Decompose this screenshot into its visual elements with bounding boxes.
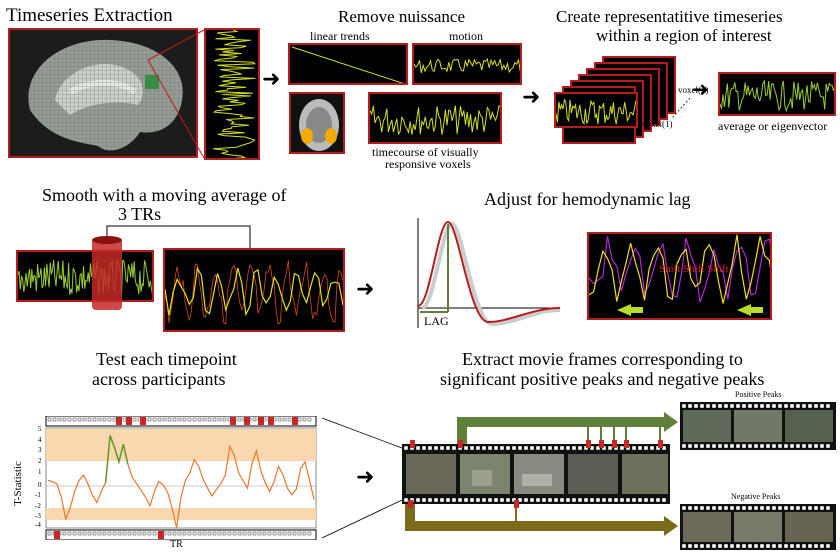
voxel-front-panel	[554, 92, 638, 128]
y-tick-label: -3	[35, 512, 41, 520]
raw-timeseries-trace	[212, 30, 256, 158]
roi-title-line1: Create representatitive timeseries	[556, 7, 783, 26]
brain-sagittal-image	[8, 28, 198, 158]
pre-smooth-panel	[16, 250, 154, 302]
movie-filmstrip	[402, 444, 670, 504]
extract-title-line1: Extract movie frames corresponding to	[462, 349, 743, 369]
linear-trends-panel	[288, 43, 408, 85]
y-tick-label: -4	[35, 521, 41, 529]
arrow-icon: ➜	[356, 464, 375, 489]
voxel-n-label: voxel(n)	[678, 85, 709, 95]
shift-label: Shift Shift Shift	[659, 263, 729, 275]
moving-window-cylinder	[92, 238, 122, 310]
negative-peaks-filmstrip	[680, 504, 836, 550]
roi-title-line2: within a region of interest	[596, 26, 772, 45]
hemodynamic-lag-title: Adjust for hemodynamic lag	[484, 189, 691, 209]
lag-label: LAG	[424, 314, 449, 328]
arrow-icon: ➜	[522, 84, 541, 109]
smooth-title-line1: Smooth with a moving average of	[42, 185, 287, 205]
timecourse-label-line2: responsive voxels	[385, 157, 471, 171]
test-title-line1: Test each timepoint	[96, 349, 237, 369]
positive-peaks-label: Positive Peaks	[735, 390, 782, 399]
positive-peaks-filmstrip	[680, 402, 836, 450]
smooth-title-line2: 3 TRs	[118, 204, 162, 224]
extract-title-line2: significant positive peaks and negative …	[440, 369, 765, 389]
x-axis-label: TR	[170, 539, 183, 550]
arrow-icon: ➜	[262, 66, 281, 91]
timecourse-label-line1: timecourse of visually	[372, 145, 479, 159]
arrow-icon: ➜	[692, 79, 709, 101]
linear-trends-label: linear trends	[310, 29, 370, 43]
remove-nuisance-title: Remove nuissance	[338, 7, 465, 26]
raw-timeseries-panel	[204, 28, 260, 160]
negative-peaks-label: Negative Peaks	[731, 492, 781, 501]
timeseries-extraction-title: Timeseries Extraction	[6, 5, 173, 26]
visual-timecourse-panel	[368, 92, 502, 144]
brain-axial-image	[289, 92, 345, 154]
y-tick-label: 4	[38, 436, 42, 444]
moving-window-cap	[92, 236, 122, 244]
y-tick-label: 0	[38, 481, 42, 489]
y-axis-label: T-Statistic	[11, 461, 24, 506]
average-label: average or eigenvector	[718, 119, 828, 133]
tstat-plot: 5 4 3 2 1 0 -1 -2 -3 -4	[30, 416, 320, 540]
y-tick-label: 5	[38, 425, 42, 433]
y-tick-label: 3	[38, 446, 42, 454]
voxel-1-label: voxel(1)	[642, 119, 673, 129]
test-title-line2: across participants	[92, 369, 226, 389]
motion-panel	[412, 43, 522, 85]
y-tick-label: -1	[35, 491, 41, 499]
y-tick-label: -2	[35, 502, 41, 510]
hrf-plot	[414, 214, 562, 332]
lag-shift-panel: Shift Shift Shift	[587, 232, 772, 320]
average-timeseries-panel	[718, 72, 836, 116]
motion-label: motion	[449, 29, 484, 43]
arrow-icon: ➜	[356, 276, 375, 301]
y-tick-label: 2	[38, 457, 42, 465]
y-tick-label: 1	[38, 468, 42, 476]
smoothed-panel	[163, 248, 345, 332]
